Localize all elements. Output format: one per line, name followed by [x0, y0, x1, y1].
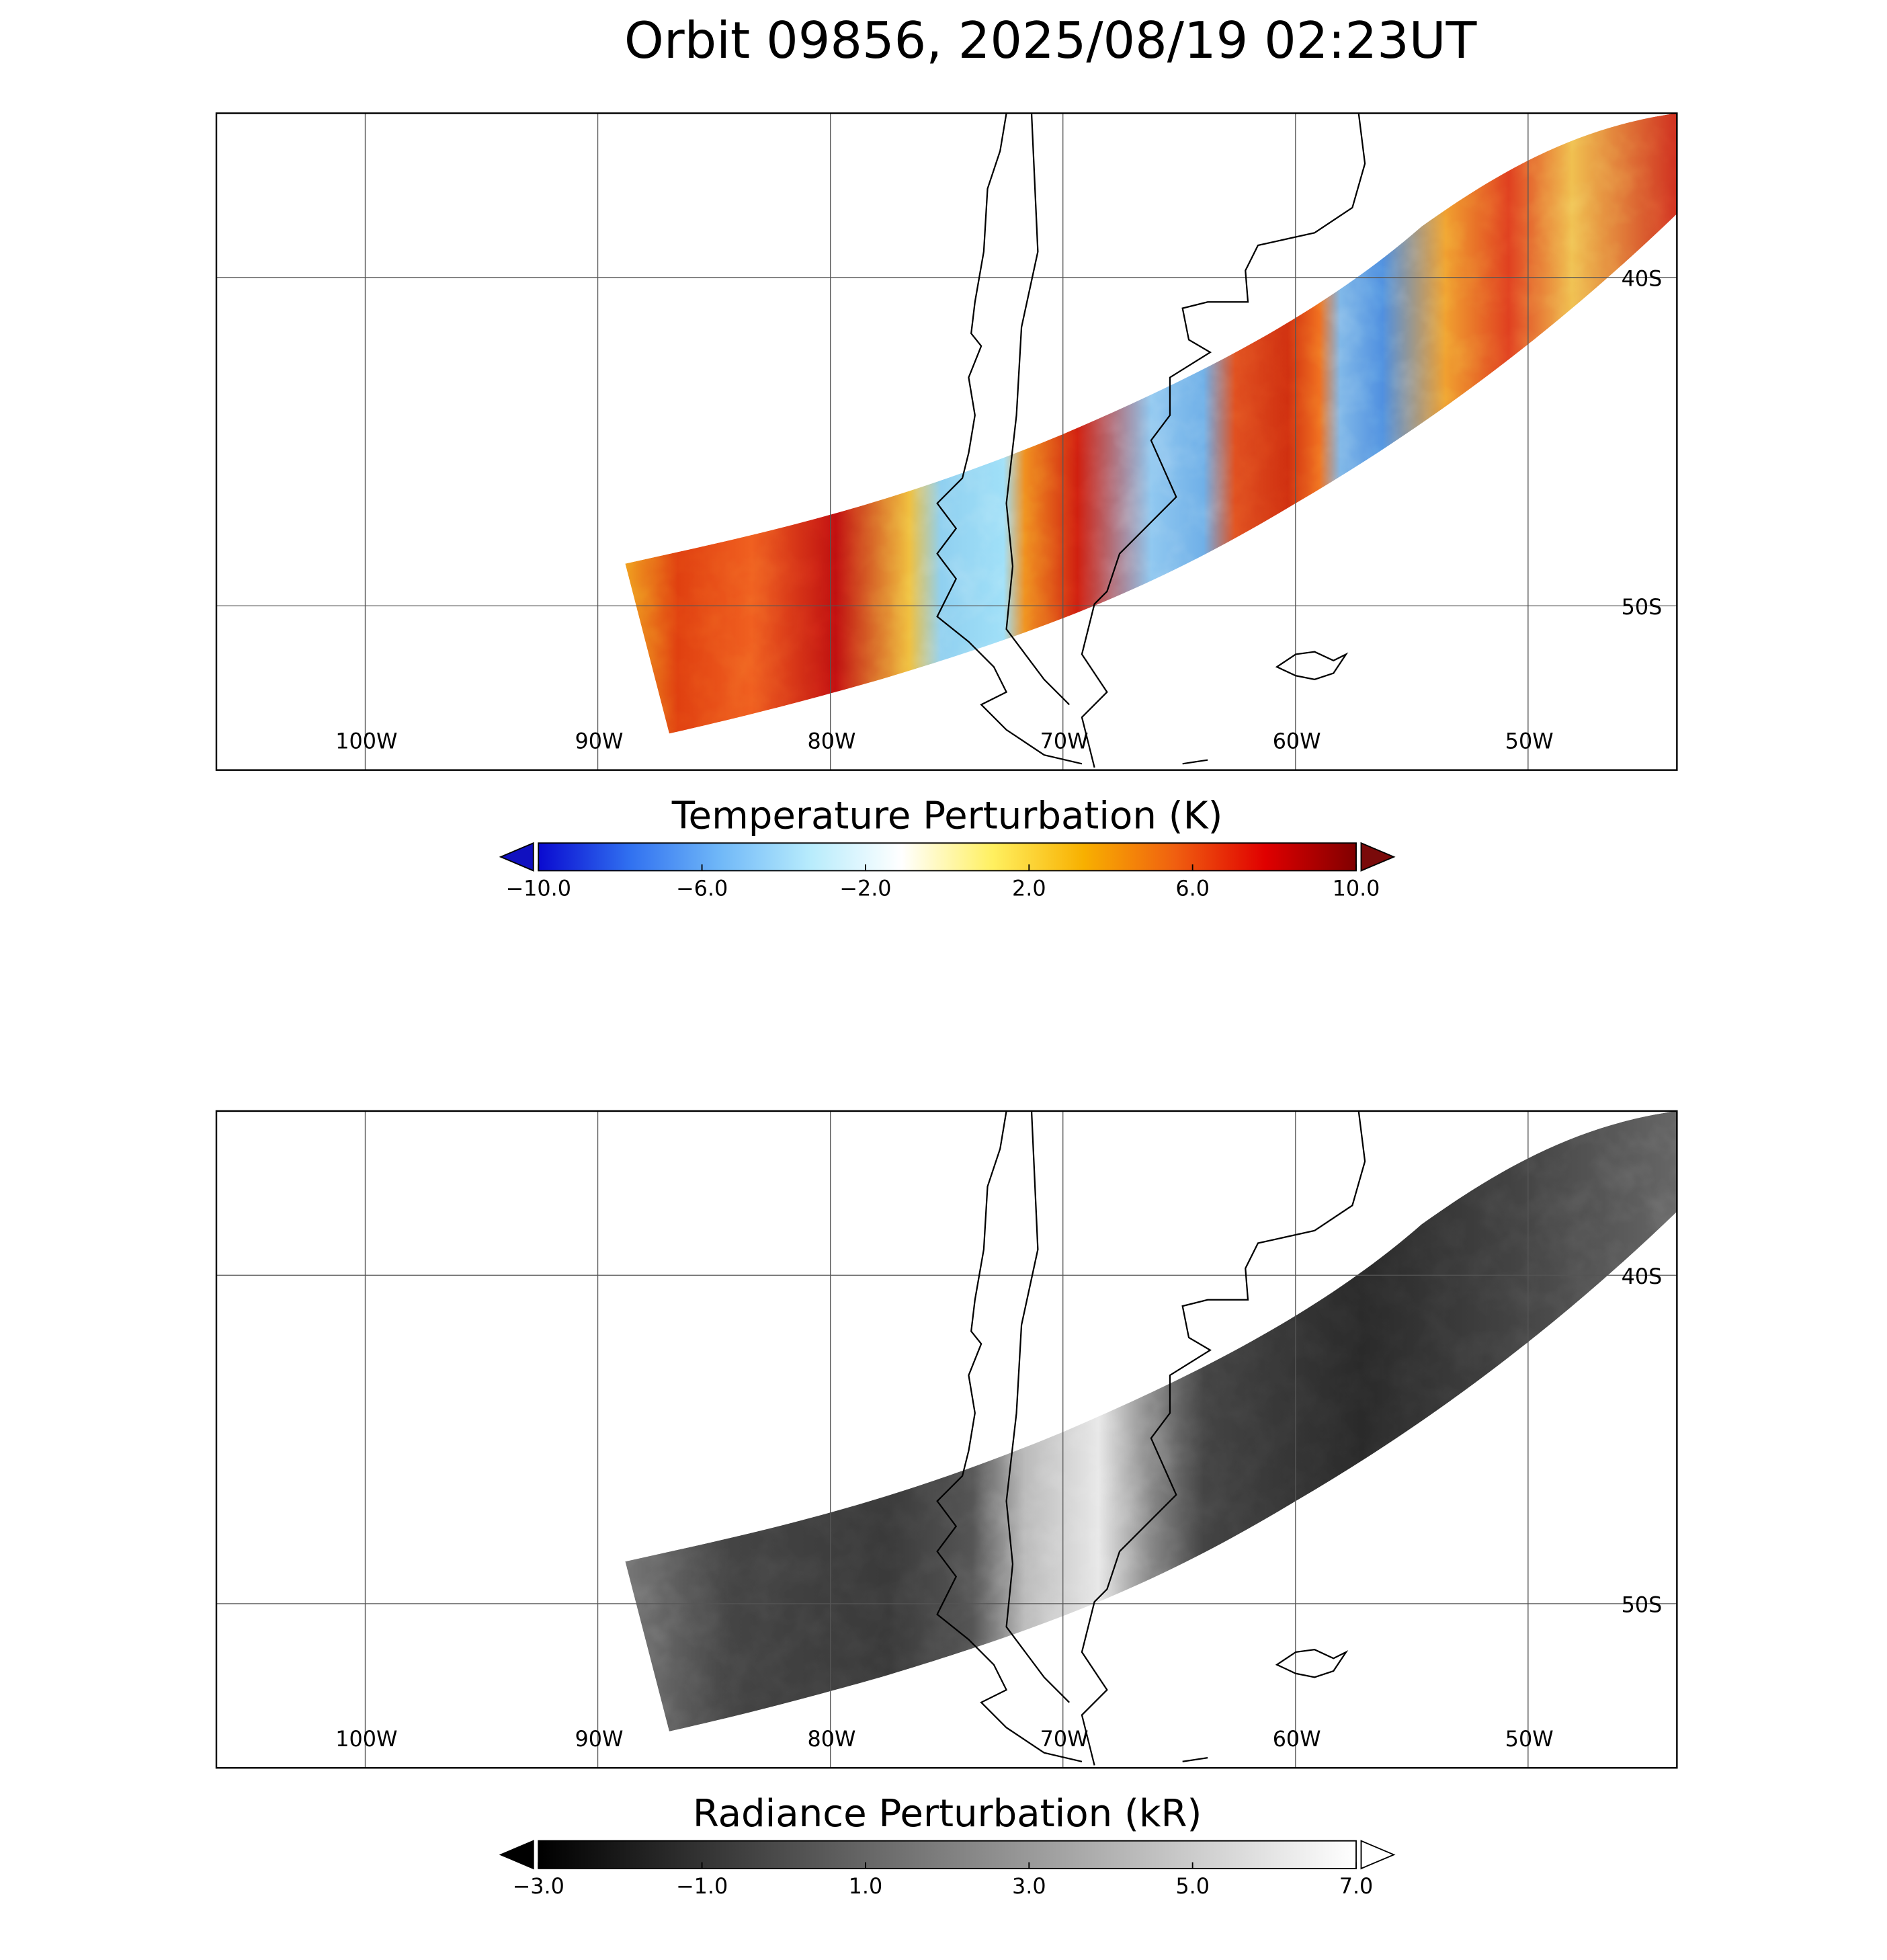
x-tick-label: 100W: [335, 1726, 397, 1752]
colorbar-tick-label: 1.0: [849, 1873, 883, 1899]
colorbar-extend: [1360, 842, 1396, 872]
x-tick-label: 60W: [1273, 728, 1321, 753]
map-panel: 100W 90W 80W 70W 60W 50W 40S 50S Temperature Per…: [215, 112, 1678, 901]
coastline: [936, 113, 1366, 768]
colorbar-extend: [499, 1840, 534, 1870]
swath: [625, 113, 1677, 734]
colorbar-tick-label: 2.0: [1012, 875, 1046, 901]
y-tick-label: 40S: [1622, 266, 1663, 292]
x-tick-label: 60W: [1273, 1726, 1321, 1752]
colorbar-tick-label: −10.0: [505, 875, 571, 901]
x-tick-label: 70W: [1040, 728, 1089, 753]
colorbar-extend: [499, 842, 534, 872]
coastline: [936, 1110, 1366, 1766]
colorbar-title: Radiance Perturbation (kR): [693, 1792, 1202, 1836]
colorbar-tick-label: 3.0: [1012, 1873, 1046, 1899]
y-tick-label: 50S: [1622, 594, 1663, 620]
x-tick-label: 70W: [1040, 1726, 1089, 1752]
colorbar-tick-label: −3.0: [513, 1873, 564, 1899]
colorbar: [538, 1840, 1357, 1869]
colorbar-tick-label: 5.0: [1175, 1873, 1210, 1899]
x-tick-label: 80W: [808, 728, 856, 753]
colorbar: [538, 842, 1357, 872]
colorbar-tick-label: 7.0: [1339, 1873, 1374, 1899]
colorbar-tick-label: 10.0: [1333, 875, 1380, 901]
x-tick-label: 50W: [1505, 728, 1554, 753]
x-tick-label: 90W: [575, 1726, 623, 1752]
x-tick-label: 80W: [808, 1726, 856, 1752]
map-panel: 100W 90W 80W 70W 60W 50W 40S 50S Radiance Pertur…: [215, 1110, 1678, 1899]
x-tick-label: 100W: [335, 728, 397, 753]
colorbar-tick-label: −6.0: [676, 875, 728, 901]
x-tick-label: 90W: [575, 728, 623, 753]
map-frame: [215, 112, 1678, 771]
y-tick-label: 40S: [1622, 1264, 1663, 1289]
colorbar-tick-label: 6.0: [1175, 875, 1210, 901]
x-tick-label: 50W: [1505, 1726, 1554, 1752]
figure-title: Orbit 09856, 2025/08/19 02:23UT: [624, 11, 1477, 70]
colorbar-tick-label: −1.0: [676, 1873, 728, 1899]
map-frame: [215, 1110, 1678, 1769]
colorbar-title: Temperature Perturbation (K): [671, 794, 1223, 838]
y-tick-label: 50S: [1622, 1592, 1663, 1618]
colorbar-extend: [1360, 1840, 1396, 1870]
swath: [625, 1110, 1677, 1731]
colorbar-tick-label: −2.0: [839, 875, 891, 901]
